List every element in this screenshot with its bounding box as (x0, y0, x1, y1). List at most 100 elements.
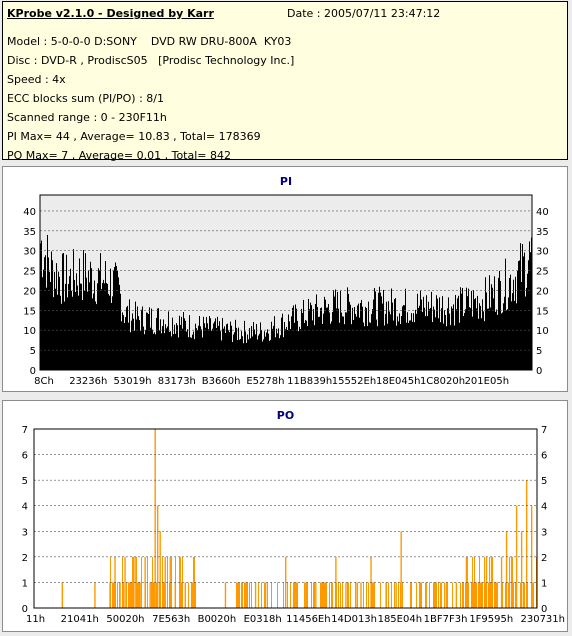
pi-bar (102, 282, 103, 370)
pi-bar (147, 312, 148, 370)
pi-bar (353, 320, 354, 370)
pi-ytick-left: 25 (23, 267, 36, 278)
po-bar (497, 582, 498, 608)
pi-bar (296, 308, 297, 370)
pi-bar (379, 286, 380, 370)
pi-bar (266, 332, 267, 370)
pi-bar (434, 309, 435, 370)
pi-bar (303, 299, 304, 370)
pi-bar (355, 313, 356, 370)
pi-bar (174, 324, 175, 370)
pi-bar (426, 295, 427, 370)
po-bar (192, 582, 193, 608)
pi-bar (272, 328, 273, 370)
pi-bar (351, 324, 352, 370)
pi-bar (427, 316, 428, 370)
pi-bar (362, 306, 363, 370)
po-spike (139, 582, 141, 608)
pi-bar (161, 333, 162, 370)
po-ytick-left: 0 (22, 604, 28, 615)
pi-bar (130, 332, 131, 370)
po-spike (124, 556, 126, 608)
pi-xtick: 8Ch (34, 376, 54, 387)
pi-bar (456, 309, 457, 370)
pi-bar (223, 328, 224, 370)
pi-bar (343, 316, 344, 370)
pi-bar (364, 326, 365, 370)
pi-bar (459, 322, 460, 370)
pi-bar (444, 310, 445, 370)
pi-bar (129, 299, 130, 370)
pi-bar (357, 305, 358, 370)
pi-bar (387, 323, 388, 370)
pi-bar (95, 301, 96, 370)
pi-bar (505, 258, 506, 370)
pi-bar (96, 304, 97, 370)
po-spike (435, 582, 437, 608)
pi-bar (43, 269, 44, 370)
pi-bar (234, 332, 235, 370)
pi-bar (315, 303, 316, 370)
pi-bar (208, 329, 209, 370)
po-bar (444, 582, 445, 608)
pi-bar (318, 316, 319, 370)
po-spike (395, 582, 397, 608)
pi-bar (354, 307, 355, 370)
pi-bar (250, 338, 251, 370)
pi-bar (345, 312, 346, 370)
pi-bar (524, 252, 525, 370)
pi-bar (388, 301, 389, 370)
po-spike (144, 556, 146, 608)
po-ytick-right: 2 (541, 553, 547, 564)
pi-bar (100, 253, 101, 370)
po-ytick-right: 5 (541, 476, 547, 487)
pi-bar (118, 277, 119, 370)
po-bar (297, 582, 298, 608)
po-spike (410, 582, 412, 608)
po-bar (509, 556, 510, 608)
pi-bar (462, 287, 463, 370)
pi-bar (525, 296, 526, 370)
po-bar (471, 582, 472, 608)
po-bar (520, 582, 521, 608)
pi-bar (42, 277, 43, 370)
po-bar (251, 582, 252, 608)
pi-bar (527, 273, 528, 370)
po-bar (515, 582, 516, 608)
pi-bar (275, 337, 276, 370)
pi-bar (488, 308, 489, 370)
pi-bar (74, 280, 75, 370)
po-bar (293, 582, 294, 608)
pi-bar (244, 320, 245, 370)
pi-bar (376, 319, 377, 370)
po-bar (441, 582, 442, 608)
pi-bar (370, 322, 371, 370)
pi-bar (285, 329, 286, 370)
pi-bar (405, 288, 406, 370)
pi-bar (307, 326, 308, 370)
po-bar (332, 582, 333, 608)
pi-bar (348, 293, 349, 370)
pi-bar (279, 338, 280, 370)
po-ytick-left: 2 (22, 553, 28, 564)
pi-bar (255, 334, 256, 370)
pi-bar (336, 308, 337, 370)
pi-bar (162, 326, 163, 370)
pi-bar (503, 303, 504, 370)
pi-ytick-right: 20 (536, 286, 549, 297)
po-spike (109, 582, 111, 608)
pi-bar (461, 293, 462, 370)
pi-bar (146, 312, 147, 370)
po-bar (363, 582, 364, 608)
pi-bar (312, 320, 313, 370)
pi-bar (469, 307, 470, 370)
pi-bar (321, 307, 322, 370)
pi-bar (491, 284, 492, 370)
pi-bar (106, 283, 107, 370)
pi-bar (513, 279, 514, 370)
pi-bar (132, 313, 133, 370)
pi-bar (52, 260, 53, 370)
pi-bar (251, 326, 252, 370)
pi-bar (157, 308, 158, 370)
pi-bar (441, 308, 442, 370)
